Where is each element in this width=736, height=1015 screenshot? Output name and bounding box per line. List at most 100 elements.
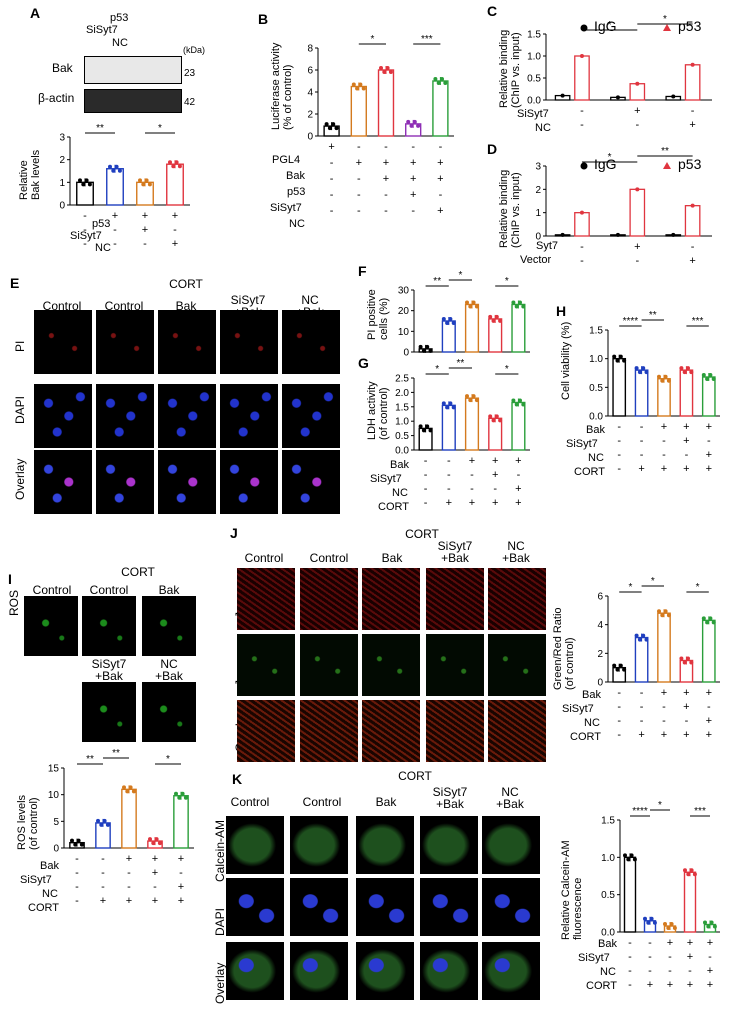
j-bar-4 — [701, 619, 716, 683]
g-cond-0-1: - — [447, 455, 451, 467]
j-image-r0-c2 — [362, 568, 420, 630]
j-image-r1-c0 — [237, 634, 295, 696]
k-cond-2-4: + — [707, 965, 713, 977]
a-cond-0-0: - — [83, 210, 87, 222]
f-dot-0-1 — [421, 348, 426, 353]
g-dot-2-0 — [465, 394, 469, 399]
g-dot-1-3 — [451, 405, 456, 410]
c-bar-p53-0 — [574, 55, 590, 101]
k-image-r0-c0 — [226, 816, 284, 874]
j-dot-2-3 — [666, 613, 671, 618]
j-cond-3-0: - — [617, 729, 621, 741]
f-dot-1-3 — [451, 321, 456, 325]
g-cond-1-0: - — [424, 469, 428, 481]
a-cond-1-0: - — [83, 224, 87, 236]
k-dot-4-0 — [703, 920, 707, 925]
g-cond-2-3: - — [493, 483, 497, 495]
g-dot-0-2 — [425, 424, 430, 429]
h-dot-3-3 — [689, 370, 694, 375]
j-cond-1-1: - — [640, 701, 644, 713]
g-dot-4-1 — [514, 402, 519, 407]
a-cond-2-3: + — [172, 238, 178, 250]
b-bar-2 — [377, 69, 395, 137]
h-dot-2-3 — [666, 378, 671, 383]
h-cond-2-3: - — [685, 449, 689, 461]
h-cond-3-1: + — [638, 463, 644, 475]
a-sig-label-0: ** — [96, 123, 104, 134]
g-dot-1-1 — [445, 405, 450, 410]
h-dot-4-0 — [701, 373, 706, 378]
d-cond-1-2: + — [689, 255, 695, 267]
h-cond-0-4: + — [706, 421, 712, 433]
i-col-control: Control — [32, 583, 72, 597]
c-point-1-2 — [690, 62, 695, 67]
a-ytick-label-1: 1 — [59, 178, 65, 189]
j-ytick-label-1: 2 — [597, 649, 603, 660]
h-dot-4-3 — [711, 377, 716, 382]
f-dot-0-0 — [418, 344, 423, 349]
j-dot-3-0 — [679, 656, 684, 661]
f-dot-4-2 — [518, 300, 522, 305]
b-cond-2-3: + — [410, 173, 416, 185]
i-dot-4-0 — [174, 791, 178, 796]
b-cond-4-1: - — [357, 205, 361, 217]
k-dot-3-2 — [689, 868, 694, 873]
j-cond-2-1: - — [640, 715, 644, 727]
h-cond-3-3: + — [683, 463, 689, 475]
j-cond-0-4: + — [706, 687, 712, 699]
b-ytick-label-4: 8 — [307, 44, 313, 55]
g-dot-3-2 — [494, 414, 499, 419]
e-image-r2-c2 — [158, 450, 216, 514]
g-bar-3 — [488, 417, 503, 451]
k-cond-1-4: - — [708, 951, 712, 963]
j-dot-4-3 — [711, 620, 716, 625]
c-cond-1-1: - — [635, 119, 639, 131]
b-dot-4-2 — [440, 77, 444, 81]
k-dot-3-1 — [686, 872, 691, 877]
h-ytick-label-3: 1.5 — [589, 326, 603, 337]
b-ytick-label-0: 0 — [307, 132, 313, 143]
g-dot-2-1 — [468, 398, 473, 403]
a-sisyt7-label: SiSyt7 — [86, 24, 118, 36]
e-image-r1-c1 — [96, 384, 154, 448]
h-dot-4-2 — [708, 373, 713, 378]
k-cond-0-2: + — [667, 937, 673, 949]
b-dot-1-3 — [361, 86, 366, 91]
a-dot-3-3 — [177, 164, 182, 169]
d-legend-igg: IgG — [594, 156, 617, 172]
b-dot-1-0 — [351, 82, 356, 87]
i-cort-header: CORT — [121, 565, 155, 579]
b-sig-label-1: *** — [421, 34, 433, 45]
a-nc-label: NC — [112, 37, 128, 49]
g-cond-2-1: - — [447, 483, 451, 495]
g-row-sisyt7: SiSyt7 — [370, 473, 402, 485]
k-col-cort-control: Control — [302, 795, 342, 809]
d-ytick-label-1: 1 — [535, 208, 541, 219]
a-dot-1-2 — [114, 164, 119, 169]
c-ytick-label-1: 0.5 — [527, 74, 541, 85]
h-cond-1-0: - — [617, 435, 621, 447]
k-dot-4-1 — [706, 924, 711, 929]
h-cond-0-3: + — [683, 421, 689, 433]
h-dot-0-3 — [622, 358, 627, 363]
k-image-r2-c4 — [482, 942, 540, 1000]
i-dot-2-3 — [131, 789, 136, 794]
i-row-nc: NC — [42, 888, 58, 900]
h-cond-1-4: - — [707, 435, 711, 447]
f-sig-label-1: * — [458, 270, 462, 281]
j-dot-0-3 — [622, 667, 627, 672]
h-dot-3-1 — [682, 370, 687, 375]
i-cond-0-1: - — [101, 853, 105, 865]
g-dot-0-1 — [421, 428, 426, 433]
a-cond-1-1: - — [113, 224, 117, 236]
b-row-sisyt7: SiSyt7 — [270, 202, 302, 214]
j-dot-2-2 — [663, 609, 668, 614]
k-dot-2-1 — [666, 926, 671, 931]
i-sig-label-0: ** — [86, 754, 94, 765]
j-dot-0-2 — [618, 663, 623, 668]
k-dot-0-0 — [623, 853, 627, 858]
g-cond-3-2: + — [469, 497, 475, 509]
b-dot-3-2 — [412, 119, 417, 124]
k-row-sisyt7: SiSyt7 — [578, 952, 610, 964]
g-dot-2-2 — [471, 394, 476, 399]
